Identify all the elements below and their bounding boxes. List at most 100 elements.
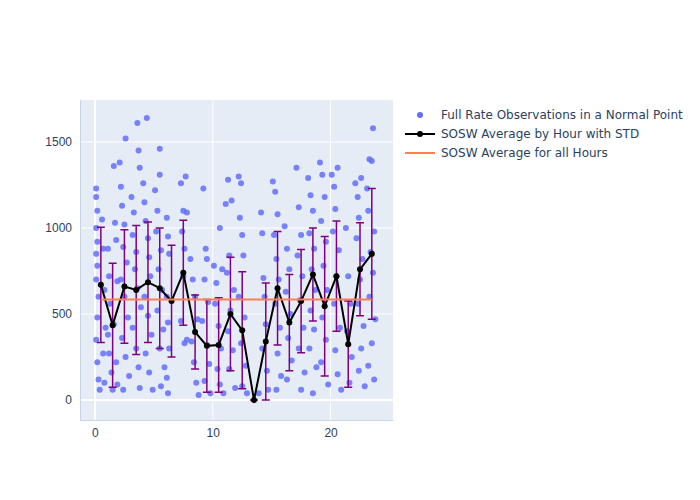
point bbox=[355, 194, 361, 200]
point bbox=[94, 263, 100, 269]
point bbox=[310, 208, 316, 214]
plot: 01020050010001500 bbox=[45, 100, 393, 440]
point bbox=[306, 345, 312, 351]
point bbox=[369, 158, 375, 164]
point bbox=[370, 270, 376, 276]
point bbox=[302, 370, 308, 376]
point bbox=[244, 390, 250, 396]
point bbox=[101, 380, 107, 386]
point bbox=[335, 165, 341, 171]
x-tick: 10 bbox=[207, 420, 221, 440]
point bbox=[270, 179, 276, 185]
line-marker bbox=[157, 285, 163, 291]
point bbox=[184, 210, 190, 216]
line-marker bbox=[369, 251, 375, 257]
point bbox=[179, 228, 185, 234]
legend-symbol bbox=[405, 152, 435, 154]
error-bar bbox=[332, 221, 340, 331]
point bbox=[134, 120, 140, 126]
point bbox=[273, 256, 279, 262]
point bbox=[232, 385, 238, 391]
point bbox=[118, 184, 124, 190]
point bbox=[158, 383, 164, 389]
point bbox=[152, 187, 158, 193]
point bbox=[311, 246, 317, 252]
x-tick: 20 bbox=[324, 420, 338, 440]
legend-item[interactable]: SOSW Average for all Hours bbox=[405, 146, 608, 160]
point bbox=[125, 314, 131, 320]
line-marker bbox=[121, 283, 127, 289]
point bbox=[319, 172, 325, 178]
point bbox=[154, 208, 160, 214]
y-tick-label: 1500 bbox=[45, 135, 72, 149]
point bbox=[298, 387, 304, 393]
point bbox=[105, 332, 111, 338]
point bbox=[112, 220, 118, 226]
y-grid-line bbox=[80, 141, 393, 142]
point bbox=[164, 215, 170, 221]
point bbox=[333, 273, 339, 279]
point bbox=[310, 390, 316, 396]
legend-label: Full Rate Observations in a Normal Point bbox=[441, 108, 683, 122]
line-marker bbox=[263, 339, 269, 345]
legend-label: SOSW Average for all Hours bbox=[441, 146, 608, 160]
line-marker bbox=[180, 270, 186, 276]
point bbox=[217, 225, 223, 231]
line-marker bbox=[310, 271, 316, 277]
point bbox=[97, 387, 103, 393]
point bbox=[275, 211, 281, 217]
x-grid-line bbox=[94, 100, 96, 420]
point bbox=[214, 366, 220, 372]
point bbox=[309, 266, 315, 272]
error-bar bbox=[285, 274, 293, 370]
point bbox=[275, 351, 281, 357]
point bbox=[161, 364, 167, 370]
point bbox=[165, 234, 171, 240]
line-marker bbox=[98, 282, 104, 288]
point bbox=[146, 254, 152, 260]
point bbox=[343, 225, 349, 231]
point bbox=[237, 215, 243, 221]
line-marker bbox=[333, 273, 339, 279]
point bbox=[358, 345, 364, 351]
point bbox=[93, 277, 99, 283]
point bbox=[165, 390, 171, 396]
point bbox=[213, 280, 219, 286]
x-tick: 0 bbox=[92, 420, 99, 440]
error-bar bbox=[274, 231, 282, 345]
x-grid-line bbox=[212, 100, 213, 420]
point bbox=[157, 146, 163, 152]
point bbox=[332, 206, 338, 212]
point bbox=[260, 275, 266, 281]
point bbox=[106, 273, 112, 279]
legend-item[interactable]: SOSW Average by Hour with STD bbox=[405, 127, 639, 141]
point bbox=[140, 180, 146, 186]
point bbox=[335, 371, 341, 377]
point bbox=[286, 266, 292, 272]
point bbox=[138, 304, 144, 310]
error-bar bbox=[168, 245, 176, 357]
point bbox=[130, 232, 136, 238]
point bbox=[165, 320, 171, 326]
point bbox=[137, 385, 143, 391]
point bbox=[313, 364, 319, 370]
line-marker bbox=[145, 279, 151, 285]
y-tick: 1500 bbox=[45, 135, 80, 149]
series bbox=[93, 115, 378, 398]
point bbox=[94, 359, 100, 365]
point bbox=[189, 339, 195, 345]
point bbox=[224, 270, 230, 276]
point bbox=[153, 228, 159, 234]
line-marker bbox=[133, 287, 139, 293]
point bbox=[178, 180, 184, 186]
legend-item[interactable]: Full Rate Observations in a Normal Point bbox=[417, 108, 683, 122]
y-tick: 0 bbox=[65, 393, 80, 407]
point bbox=[183, 173, 189, 179]
point bbox=[131, 210, 137, 216]
error-bar bbox=[132, 225, 140, 354]
point bbox=[223, 201, 229, 207]
point bbox=[220, 390, 226, 396]
y-tick-label: 500 bbox=[52, 307, 72, 321]
error-bar bbox=[156, 228, 164, 348]
error-bar bbox=[262, 283, 270, 400]
